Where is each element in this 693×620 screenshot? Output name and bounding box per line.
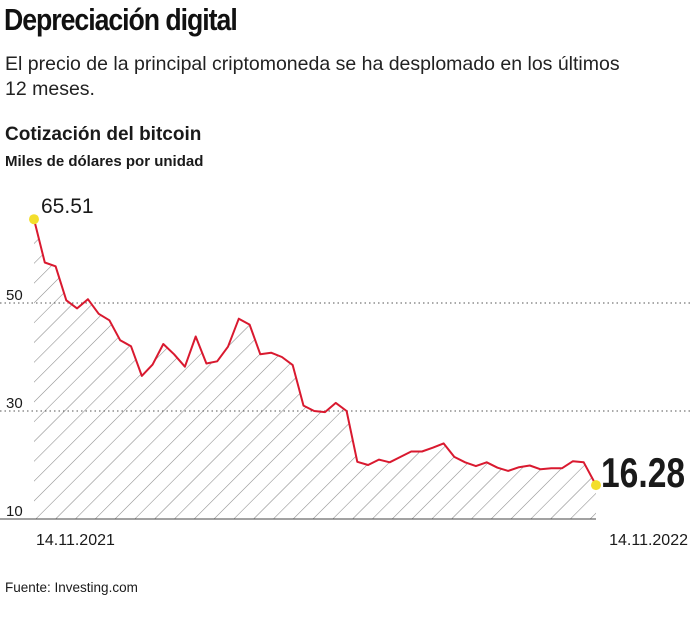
x-tick-label-end: 14.11.2022	[609, 532, 688, 549]
end-point-marker	[591, 480, 601, 491]
x-tick-label-start: 14.11.2021	[36, 532, 115, 549]
chart-title: Cotización del bitcoin	[5, 124, 202, 145]
end-value-label: 16.28	[601, 451, 685, 497]
start-point-marker	[29, 214, 39, 225]
chart-subtitle: Miles de dólares por unidad	[5, 153, 204, 170]
price-line	[33, 218, 597, 486]
source-note: Fuente: Investing.com	[5, 580, 138, 595]
start-value-label: 65.51	[41, 195, 94, 218]
headline: Depreciación digital	[4, 2, 238, 37]
y-tick-label: 50	[6, 287, 23, 304]
y-tick-label: 30	[6, 395, 23, 412]
y-tick-label: 10	[6, 503, 23, 520]
hatched-area	[34, 219, 596, 519]
deck: El precio de la principal criptomoneda s…	[5, 53, 620, 100]
